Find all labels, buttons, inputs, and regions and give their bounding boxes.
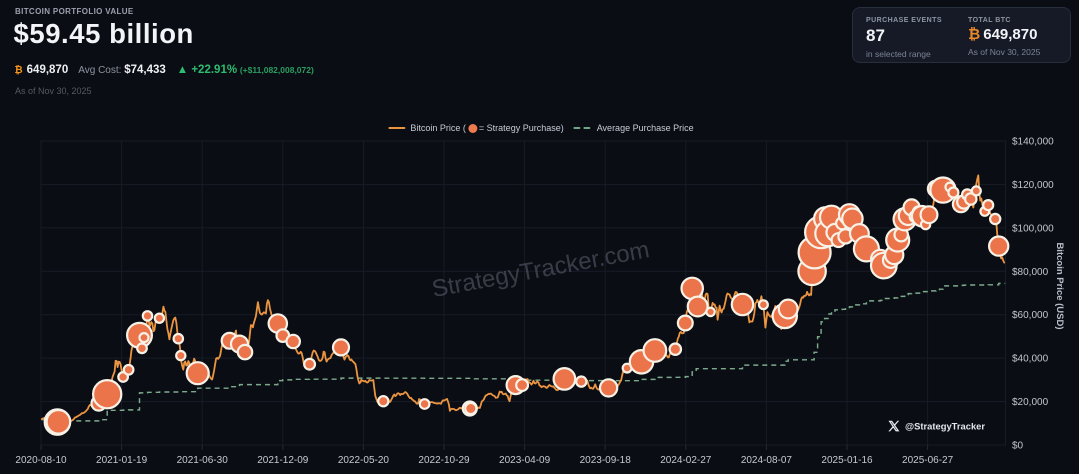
svg-text:2022-05-20: 2022-05-20 (338, 455, 390, 466)
svg-text:$80,000: $80,000 (1012, 267, 1049, 278)
svg-text:2023-09-18: 2023-09-18 (580, 455, 632, 466)
svg-text:2021-01-19: 2021-01-19 (96, 455, 148, 466)
svg-text:$20,000: $20,000 (1012, 397, 1049, 408)
svg-text:2021-06-30: 2021-06-30 (177, 455, 229, 466)
svg-text:$40,000: $40,000 (1012, 354, 1049, 365)
svg-text:$60,000: $60,000 (1012, 310, 1049, 321)
svg-text:2024-08-07: 2024-08-07 (741, 455, 793, 466)
svg-text:2022-10-29: 2022-10-29 (418, 455, 470, 466)
svg-text:2024-02-27: 2024-02-27 (660, 455, 712, 466)
svg-text:2021-12-09: 2021-12-09 (257, 455, 309, 466)
svg-text:StrategyTracker.com: StrategyTracker.com (430, 236, 652, 303)
svg-text:$100,000: $100,000 (1012, 223, 1054, 234)
svg-text:$0: $0 (1012, 441, 1024, 452)
svg-text:2025-06-27: 2025-06-27 (902, 455, 954, 466)
svg-text:$120,000: $120,000 (1012, 180, 1054, 191)
svg-text:@StrategyTracker: @StrategyTracker (905, 421, 985, 432)
svg-text:$140,000: $140,000 (1012, 137, 1054, 148)
svg-text:2023-04-09: 2023-04-09 (499, 455, 551, 466)
svg-text:Bitcoin Price (USD): Bitcoin Price (USD) (1054, 242, 1065, 329)
svg-text:2020-08-10: 2020-08-10 (15, 455, 67, 466)
svg-text:2025-01-16: 2025-01-16 (821, 455, 873, 466)
